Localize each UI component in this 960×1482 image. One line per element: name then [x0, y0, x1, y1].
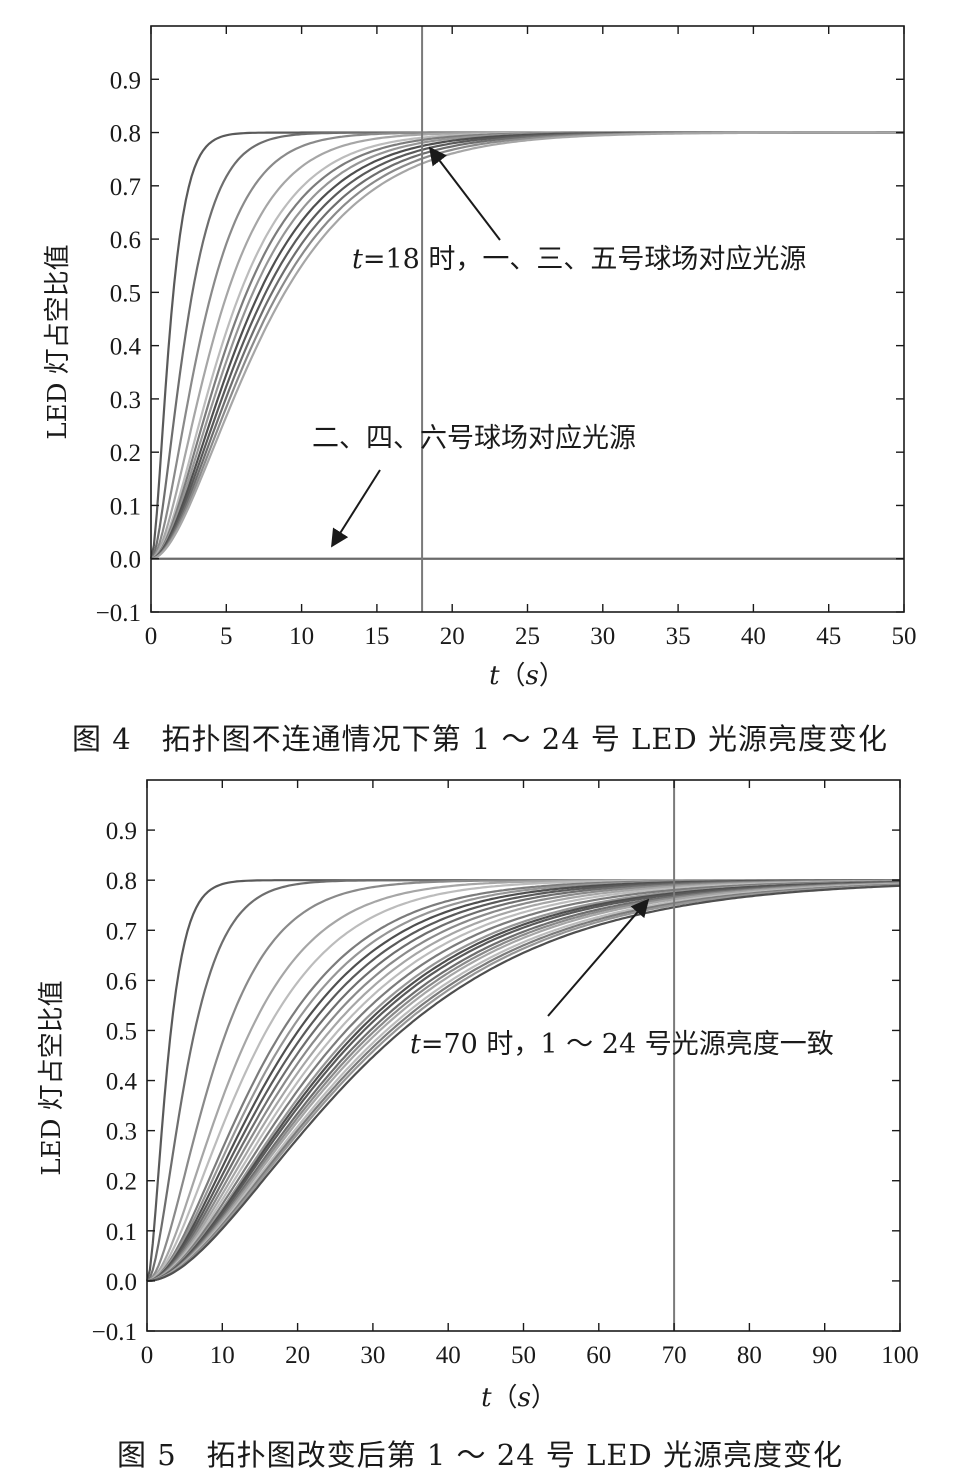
series-line [150, 131, 904, 560]
chart-fig5-y-axis-label: LED 灯占空比值 [37, 980, 67, 1175]
chart-fig5-x-axis-label: t（s） [481, 1383, 557, 1413]
x-tick-label: 15 [364, 623, 389, 650]
y-tick-label: 0.1 [110, 493, 141, 520]
figure-5-caption: 图 5 拓扑图改变后第 1 ～ 24 号 LED 光源亮度变化 [116, 1438, 843, 1472]
y-tick-label: 0.7 [106, 918, 137, 945]
series-line [150, 131, 904, 560]
series-line [150, 131, 904, 560]
x-tick-label: 35 [666, 623, 691, 650]
chart-fig5: 0 10 20 30 40 50 60 70 80 90 100 −0.10.00.10.20.30… [37, 779, 919, 1413]
series-line [149, 131, 904, 559]
x-tick-label: 45 [816, 623, 841, 650]
y-tick-label: 0.2 [110, 440, 141, 467]
y-tick-label: 0.6 [106, 968, 137, 995]
series-line [146, 884, 901, 1282]
series-line [150, 131, 904, 560]
x-tick-label: 30 [590, 623, 615, 650]
x-tick-label: 10 [210, 1342, 235, 1369]
y-tick-label: 0.1 [106, 1219, 137, 1246]
y-tick-label: −0.1 [96, 600, 141, 627]
y-tick-label: 0.3 [106, 1119, 137, 1146]
y-tick-label: 0.2 [106, 1169, 137, 1196]
y-tick-label: 0.3 [110, 387, 141, 414]
chart-fig4-x-ticks: 0 5 10 15 20 25 30 35 40 45 50 [145, 26, 917, 650]
x-tick-label: 40 [741, 623, 766, 650]
series-line [146, 884, 901, 1282]
y-tick-label: 0.7 [110, 174, 141, 201]
series-line [150, 131, 904, 560]
y-tick-label: 0.5 [106, 1018, 137, 1045]
series-line [146, 882, 901, 1282]
y-tick-label: 0.0 [106, 1269, 137, 1296]
x-tick-label: 50 [892, 623, 917, 650]
x-tick-label: 70 [662, 1342, 687, 1369]
y-tick-label: 0.4 [110, 334, 142, 361]
y-tick-label: 0.9 [106, 818, 137, 845]
chart-fig4-x-axis-label: t（s） [489, 661, 565, 691]
x-tick-label: 90 [812, 1342, 837, 1369]
series-line [150, 131, 904, 560]
series-line [146, 879, 900, 1282]
chart-fig5-y-ticks: −0.1 0.0 0.1 0.2 0.3 0.4 0.5 0.6 0.7 0.8 0.9 [92, 818, 900, 1346]
chart-fig4-annotation-2: 二、四、六号球场对应光源 [312, 423, 636, 454]
chart-fig4: 0 5 10 15 20 25 30 35 40 45 50 −0.1 0.0 0.1 0.2 0.3 0.4… [43, 25, 917, 691]
x-tick-label: 25 [515, 623, 540, 650]
x-tick-label: 50 [511, 1342, 536, 1369]
y-tick-label: 0.4 [106, 1069, 138, 1096]
series-line [150, 131, 904, 560]
y-tick-label: 0.8 [110, 121, 141, 148]
x-tick-label: 0 [141, 1342, 154, 1369]
figure-4-caption: 图 4 拓扑图不连通情况下第 1 ～ 24 号 LED 光源亮度变化 [71, 722, 888, 756]
x-tick-label: 30 [360, 1342, 385, 1369]
series-line [150, 131, 904, 560]
y-tick-label: 0.0 [110, 547, 141, 574]
x-tick-label: 60 [586, 1342, 611, 1369]
x-tick-label: 100 [881, 1342, 919, 1369]
chart-fig5-x-ticks: 0 10 20 30 40 50 60 70 80 90 100 [141, 780, 919, 1369]
chart-fig4-y-ticks: −0.1 0.0 0.1 0.2 0.3 0.4 0.5 0.6 0.7 0.8 0.9 [96, 67, 904, 627]
y-tick-label: 0.5 [110, 280, 141, 307]
y-tick-label: 0.9 [110, 67, 141, 94]
series-line [150, 131, 904, 560]
chart-fig4-annotation-arrow-2 [331, 469, 381, 548]
y-tick-label: −0.1 [92, 1319, 137, 1346]
chart-fig4-series [149, 131, 904, 560]
x-tick-label: 80 [737, 1342, 762, 1369]
x-tick-label: 0 [145, 623, 158, 650]
chart-fig5-annotation-arrow-1 [547, 898, 650, 1017]
y-tick-label: 0.6 [110, 227, 141, 254]
x-tick-label: 40 [436, 1342, 461, 1369]
x-tick-label: 10 [289, 623, 314, 650]
y-tick-label: 0.8 [106, 868, 137, 895]
x-tick-label: 20 [440, 623, 465, 650]
chart-fig5-annotation-1: t=70 时，1 ～ 24 号光源亮度一致 [410, 1029, 834, 1060]
series-line [150, 131, 904, 560]
chart-fig4-y-axis-label: LED 灯占空比值 [43, 244, 73, 439]
chart-fig4-annotation-arrow-1 [428, 146, 501, 241]
x-tick-label: 20 [285, 1342, 310, 1369]
series-line [150, 131, 904, 560]
chart-fig4-annotation-1: t=18 时，一、三、五号球场对应光源 [352, 244, 806, 275]
chart-fig5-series [145, 879, 901, 1282]
x-tick-label: 5 [220, 623, 233, 650]
